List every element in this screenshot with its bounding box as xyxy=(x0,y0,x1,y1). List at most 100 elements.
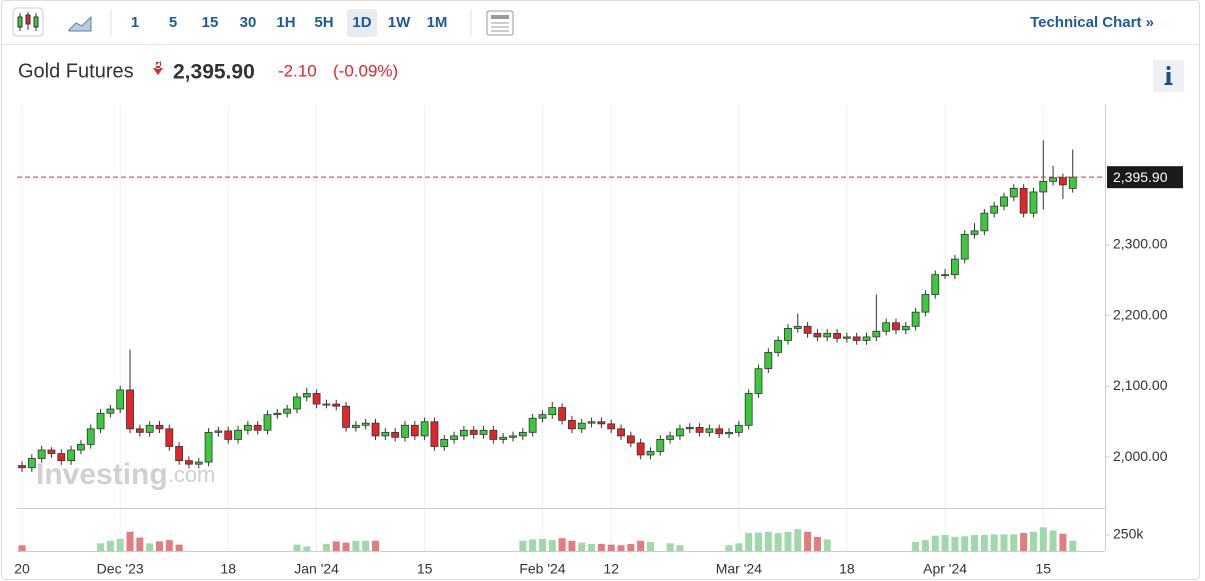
candle-body xyxy=(47,449,56,454)
volume-bar xyxy=(529,539,537,551)
area-icon[interactable] xyxy=(68,15,92,32)
candle-body xyxy=(165,428,174,447)
candle-body xyxy=(528,417,537,433)
x-tick-label: 15 xyxy=(1035,561,1051,577)
volume-bar xyxy=(646,542,654,551)
candle-body xyxy=(626,435,635,444)
last-price-tag xyxy=(1107,166,1183,189)
candle-body xyxy=(293,396,301,410)
volume-bar xyxy=(165,540,173,551)
technical-chart-link[interactable]: Technical Chart » xyxy=(1030,14,1154,31)
candle-body xyxy=(666,435,675,440)
watermark-suffix: .com xyxy=(168,462,216,487)
volume-bar xyxy=(146,543,154,551)
volume-bar xyxy=(764,531,772,551)
candle-body xyxy=(813,332,822,338)
last-price-tag-label: 2,395.90 xyxy=(1113,169,1168,185)
candle-body xyxy=(175,446,184,462)
interval-button[interactable]: 1H xyxy=(276,14,295,31)
interval-button[interactable]: 5 xyxy=(169,14,177,31)
volume-bar xyxy=(568,540,576,551)
volume-bar xyxy=(372,540,380,551)
candle-body xyxy=(921,294,930,313)
volume-bar xyxy=(784,531,792,551)
candle-body xyxy=(469,429,478,435)
candle-body xyxy=(548,407,557,416)
x-tick-label: 18 xyxy=(220,561,236,577)
candle-body xyxy=(568,419,576,430)
candle-body xyxy=(361,422,370,426)
volume-bar xyxy=(735,543,743,551)
interval-button[interactable]: 1W xyxy=(388,14,411,31)
candle-body xyxy=(1059,177,1067,186)
candle-body xyxy=(214,430,223,433)
candle-body xyxy=(106,408,115,414)
volume-bar xyxy=(990,534,998,551)
volume-bar xyxy=(322,543,330,551)
candle-body xyxy=(322,403,331,406)
candle-body xyxy=(283,408,292,414)
candle-body xyxy=(18,465,26,469)
candle-body xyxy=(587,421,596,424)
volume-bar xyxy=(961,536,969,551)
interval-button[interactable]: 1M xyxy=(427,14,448,31)
volume-bar xyxy=(617,545,625,551)
candle-body xyxy=(882,322,891,332)
candle-body xyxy=(852,336,861,341)
candle-body xyxy=(253,424,262,431)
volume-tick-label: 250k xyxy=(1113,526,1144,542)
candle-body xyxy=(86,428,95,445)
volume-bar xyxy=(1049,530,1057,551)
volume-bar xyxy=(303,546,311,551)
watermark: Investing.com xyxy=(36,458,215,491)
candle-body xyxy=(1000,196,1008,207)
candle-body xyxy=(185,460,193,465)
y-tick-label: 2,200.00 xyxy=(1113,306,1168,322)
volume-bar xyxy=(745,533,753,551)
interval-button[interactable]: 1 xyxy=(131,14,139,31)
candle-body xyxy=(1068,176,1077,189)
watermark-brand: Investing xyxy=(36,458,168,491)
candle-body xyxy=(1009,188,1018,198)
volume-bar xyxy=(558,538,566,551)
candle-body xyxy=(676,428,684,437)
volume-bar xyxy=(106,540,114,551)
interval-button[interactable]: 1D xyxy=(352,14,371,31)
candle-body xyxy=(96,412,105,430)
interval-button[interactable]: 5H xyxy=(314,14,333,31)
volume-bar xyxy=(116,538,124,551)
candle-body xyxy=(970,230,979,235)
candle-body xyxy=(793,325,802,329)
candle-body xyxy=(459,429,468,437)
down-arrow xyxy=(153,61,163,75)
interval-button[interactable]: 15 xyxy=(202,14,219,31)
volume-bar xyxy=(548,540,556,551)
candle-body xyxy=(685,426,694,430)
volume-bar xyxy=(97,543,105,551)
candle-body xyxy=(597,421,606,425)
candle-body xyxy=(57,453,66,462)
layout-icon[interactable] xyxy=(486,10,514,36)
candle-body xyxy=(734,424,743,433)
candle-body xyxy=(234,429,242,440)
candle-body xyxy=(1039,180,1048,193)
candle-body xyxy=(243,424,252,431)
x-tick-label: 18 xyxy=(839,561,855,577)
volume-bar xyxy=(362,540,370,551)
candle-body xyxy=(371,422,380,437)
candle-icon[interactable] xyxy=(12,7,44,37)
volume-bar xyxy=(607,544,615,551)
candle-body xyxy=(617,428,625,437)
candle-body xyxy=(450,435,458,440)
candle-body xyxy=(263,414,272,431)
candle-body xyxy=(931,274,940,295)
volume-bar xyxy=(1010,534,1018,551)
volume-bar xyxy=(126,531,134,551)
candle-body xyxy=(381,431,390,437)
info-button[interactable] xyxy=(1153,60,1184,92)
candle-body xyxy=(784,328,792,341)
interval-button[interactable]: 30 xyxy=(240,14,257,31)
volume-bar xyxy=(813,536,821,551)
plot: 20 Dec '23 18 Jan '24 15 Feb '24 12 Mar '24 18 Ap… xyxy=(14,105,1183,577)
volume-bar xyxy=(823,539,831,551)
